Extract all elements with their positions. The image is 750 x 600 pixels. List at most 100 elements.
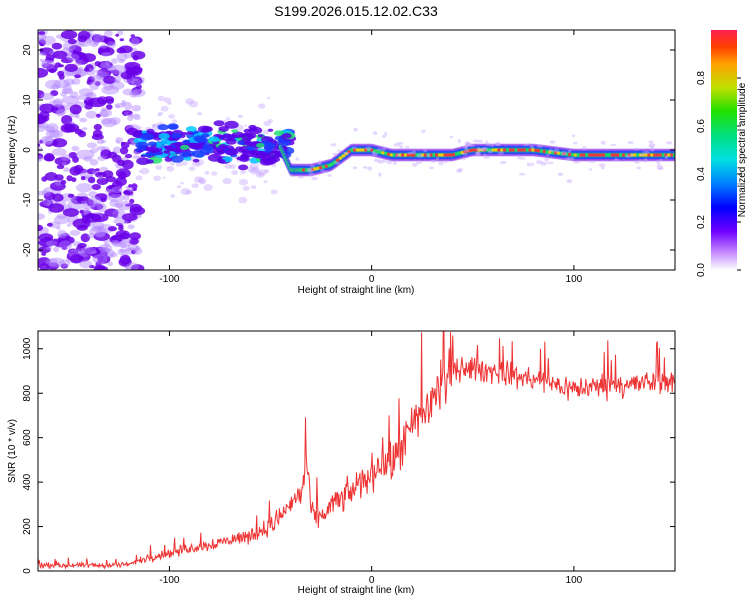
fringe-blob: [226, 117, 231, 121]
spectrogram-image: [38, 30, 675, 270]
band-noise-blob: [393, 160, 397, 166]
noise-blob: [74, 61, 82, 66]
noise-blob: [38, 33, 47, 42]
signal-blob: [217, 159, 226, 164]
band-core: [426, 153, 431, 157]
band-noise-blob: [557, 172, 564, 177]
noise-blob: [89, 226, 107, 237]
noise-blob: [118, 224, 124, 228]
noise-blob: [39, 52, 46, 56]
noise-blob: [132, 77, 139, 82]
band-core: [562, 152, 566, 156]
band-core: [627, 153, 632, 157]
fringe-blob: [263, 180, 268, 184]
noise-blob: [87, 76, 95, 84]
snr-frame: [37, 330, 676, 572]
noise-blob: [90, 203, 104, 211]
fringe-blob: [242, 185, 250, 191]
noise-blob: [97, 46, 115, 57]
fringe-blob: [157, 95, 165, 102]
noise-blob: [80, 176, 86, 181]
band-noise-blob: [666, 141, 673, 145]
band-core: [661, 153, 666, 157]
noise-blob: [67, 193, 75, 198]
band-noise-blob: [664, 155, 669, 160]
band-core: [494, 148, 499, 152]
noise-blob: [109, 254, 114, 258]
colorbar-tick-label: 0.8: [696, 71, 707, 85]
noise-blob: [131, 105, 141, 112]
spectrogram-x-tick-label: 100: [566, 274, 583, 285]
band-noise-blob: [546, 161, 554, 165]
band-core: [667, 153, 671, 157]
noise-blob: [74, 74, 81, 79]
spectrogram-y-tick-label: 20: [22, 44, 33, 56]
noise-blob: [48, 203, 65, 213]
band-core: [570, 153, 575, 157]
noise-blob: [100, 249, 116, 258]
band-noise-blob: [536, 143, 543, 148]
band-core: [551, 150, 555, 154]
noise-blob: [105, 60, 111, 66]
band-core: [497, 148, 501, 152]
noise-blob: [95, 168, 100, 172]
band-core: [375, 149, 380, 153]
noise-blob: [52, 193, 64, 202]
noise-blob: [92, 42, 99, 46]
band-core: [352, 148, 357, 152]
band-core: [539, 149, 544, 153]
noise-blob: [44, 57, 55, 63]
noise-blob: [118, 58, 125, 64]
signal-blob: [221, 133, 235, 142]
fringe-blob: [180, 188, 191, 195]
fringe-blob: [162, 176, 166, 179]
fringe-blob: [258, 169, 268, 176]
band-noise-blob: [362, 166, 368, 169]
band-noise-blob: [323, 170, 329, 174]
fringe-blob: [199, 179, 206, 185]
signal-blob: [274, 136, 283, 141]
band-noise-blob: [476, 147, 482, 151]
band-noise-blob: [494, 142, 501, 146]
band-noise-blob: [483, 155, 490, 159]
noise-blob: [87, 176, 96, 184]
noise-blob: [44, 172, 58, 181]
band-core: [378, 150, 383, 154]
noise-blob: [94, 193, 108, 201]
fringe-blob: [163, 97, 172, 103]
noise-blob: [91, 34, 103, 43]
fringe-blob: [255, 171, 265, 178]
noise-blob: [63, 167, 70, 172]
noise-blob: [130, 34, 135, 38]
noise-blob: [53, 79, 70, 89]
noise-blob: [109, 199, 119, 207]
noise-blob: [40, 135, 54, 145]
band-core: [358, 148, 363, 152]
band-core: [301, 168, 306, 172]
band-core: [604, 153, 609, 157]
snr-y-tick-label: 1000: [22, 337, 33, 360]
noise-blob: [123, 101, 133, 111]
signal-blob: [147, 141, 157, 147]
band-noise-blob: [372, 131, 378, 135]
band-core: [474, 148, 479, 152]
band-noise-blob: [588, 168, 593, 171]
band-core: [435, 153, 439, 157]
noise-blob: [51, 148, 67, 156]
noise-blob: [129, 89, 140, 96]
band-noise-blob: [469, 144, 475, 148]
band-noise-blob: [351, 146, 357, 150]
band-noise-blob: [474, 151, 480, 157]
noise-blob: [104, 30, 113, 37]
signal-blob: [193, 135, 206, 142]
noise-blob: [69, 104, 82, 115]
band-noise-blob: [642, 150, 650, 155]
band-core: [641, 153, 646, 157]
fringe-blob: [185, 98, 195, 105]
fringe-blob: [160, 105, 169, 112]
band-noise-blob: [655, 159, 661, 164]
band-core: [443, 153, 448, 157]
band-core: [389, 153, 394, 157]
band-core: [616, 153, 620, 157]
